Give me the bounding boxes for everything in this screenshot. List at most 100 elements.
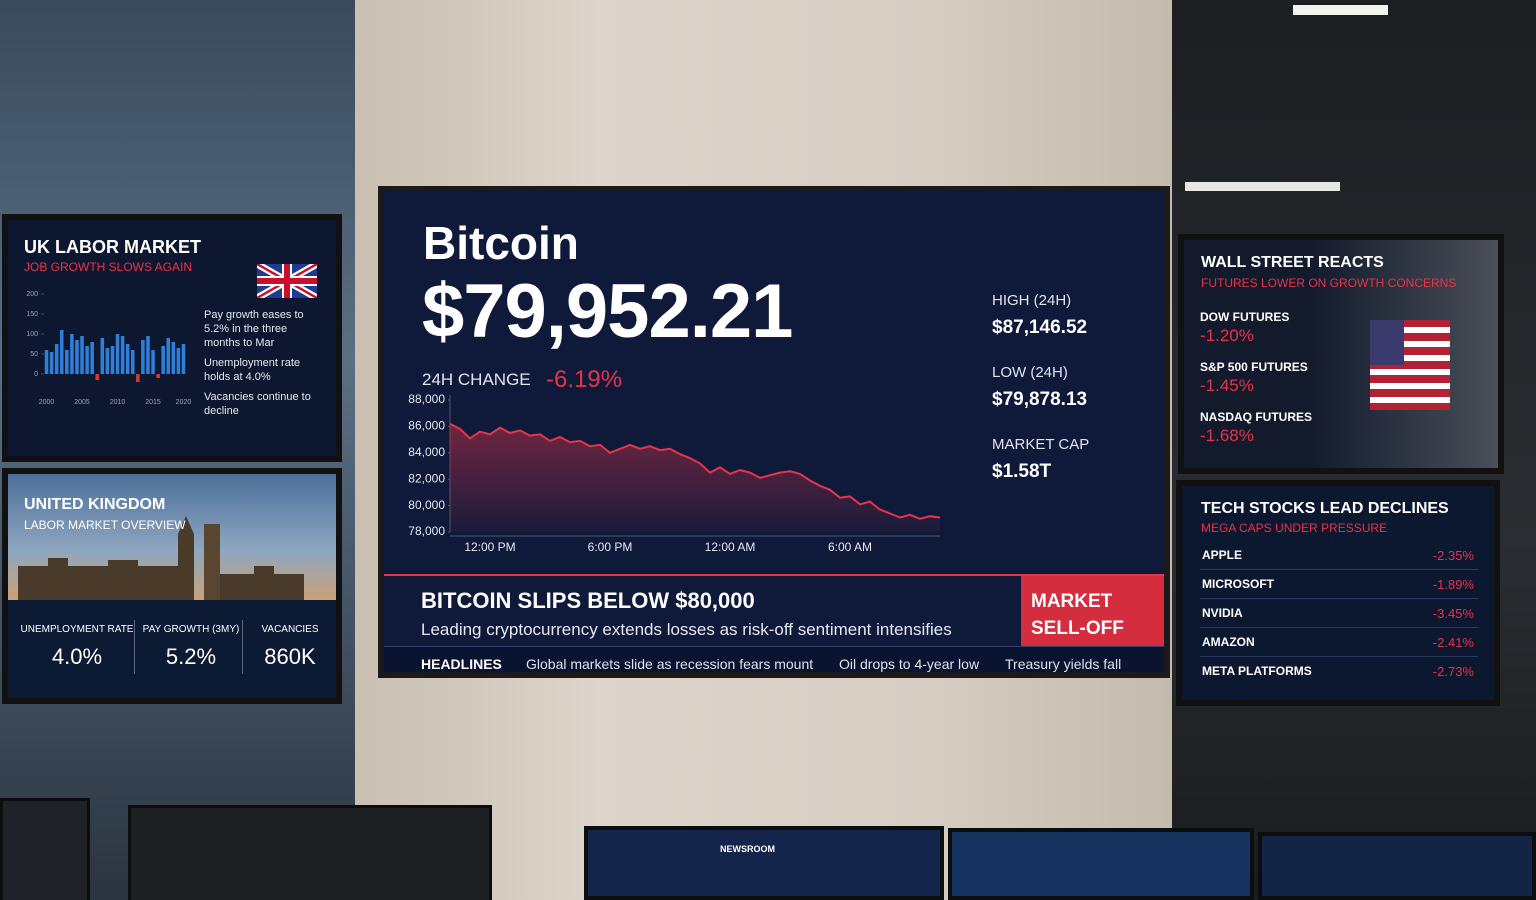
y-tick-label: 86,000 <box>408 419 445 433</box>
x-tick-label: 12:00 PM <box>464 540 515 554</box>
stock-name: AMAZON <box>1202 635 1255 649</box>
bar <box>136 374 140 382</box>
stat-divider <box>134 620 135 674</box>
tag-box: MARKET SELL-OFF <box>1021 576 1164 646</box>
screen-subtitle: MEGA CAPS UNDER PRESSURE <box>1201 521 1388 535</box>
ticker-item: Treasury yields fall <box>1005 656 1122 672</box>
monitor-label: NEWSROOM <box>720 844 775 854</box>
monitor <box>1258 832 1536 900</box>
us-flag <box>1370 320 1450 410</box>
row-divider <box>1200 598 1478 599</box>
stat-divider <box>242 620 243 674</box>
stat-value: $87,146.52 <box>992 317 1088 338</box>
screen-subtitle: FUTURES LOWER ON GROWTH CONCERNS <box>1201 276 1457 290</box>
future-name: S&P 500 FUTURES <box>1200 360 1308 374</box>
bar <box>49 352 54 374</box>
stock-name: META PLATFORMS <box>1202 664 1312 678</box>
stat-value: 5.2% <box>165 644 217 669</box>
screen-subtitle: LABOR MARKET OVERVIEW <box>24 518 186 532</box>
x-tick-label: 2005 <box>74 399 90 406</box>
stat-label: PAY GROWTH (3MY) <box>142 624 240 635</box>
bar <box>130 350 135 374</box>
ticker-label: HEADLINES <box>421 656 502 672</box>
bar <box>156 374 160 378</box>
bar <box>80 336 84 374</box>
y-tick-label: 200 <box>26 291 38 298</box>
stat-value: $79,878.13 <box>992 389 1088 410</box>
ticker-bar <box>384 646 1164 672</box>
bar <box>54 344 59 374</box>
y-tick-label: 150 <box>26 311 38 318</box>
stock-name: NVIDIA <box>1202 606 1243 620</box>
stat-label: HIGH (24H) <box>992 292 1072 309</box>
bar <box>100 338 105 374</box>
x-tick-label: 12:00 AM <box>705 540 756 554</box>
coin-name: Bitcoin <box>423 217 579 269</box>
stat-label: VACANCIES <box>261 624 319 635</box>
stock-change: -3.45% <box>1432 606 1474 621</box>
stat-label: MARKET CAP <box>992 436 1090 453</box>
bitcoin-screen: Bitcoin $79,952.21 24H CHANGE -6.19% HIG… <box>378 186 1170 678</box>
bar <box>105 348 110 374</box>
future-name: DOW FUTURES <box>1200 310 1290 324</box>
monitor <box>948 828 1254 900</box>
bar <box>166 338 171 374</box>
area <box>450 423 940 532</box>
ticker-item: Oil drops to 4-year low <box>839 656 980 672</box>
future-value: -1.45% <box>1200 376 1254 395</box>
wall-street-screen: WALL STREET REACTS FUTURES LOWER ON GROW… <box>1178 234 1504 474</box>
x-tick-label: 2000 <box>39 399 55 406</box>
x-tick-label: 2020 <box>176 399 192 406</box>
change-value: -6.19% <box>546 366 623 393</box>
bar <box>70 334 74 374</box>
stat-value: $1.58T <box>992 461 1052 482</box>
bar <box>110 346 115 374</box>
screen-title: TECH STOCKS LEAD DECLINES <box>1201 500 1449 517</box>
future-value: -1.20% <box>1200 326 1254 345</box>
y-tick-label: 78,000 <box>408 524 445 538</box>
screen-title: UK LABOR MARKET <box>24 237 201 257</box>
ticker-item: Global markets slide as recession fears … <box>526 656 814 672</box>
stock-change: -2.35% <box>1432 548 1474 563</box>
uk-bar-chart: 0 50 100 150 200 2000 2005 2010 2015 2020 <box>26 291 192 406</box>
x-tick-label: 2010 <box>110 399 126 406</box>
bar <box>95 374 100 380</box>
bullet: Unemployment rate holds at 4.0% <box>204 357 300 383</box>
bullet: Vacancies continue to decline <box>204 391 311 417</box>
screen-title: WALL STREET REACTS <box>1201 254 1384 271</box>
x-tick-label: 2015 <box>145 399 161 406</box>
divider <box>384 574 1164 576</box>
y-tick-label: 82,000 <box>408 471 445 485</box>
bar <box>65 350 69 374</box>
stat-label: UNEMPLOYMENT RATE <box>20 624 134 635</box>
stock-name: MICROSOFT <box>1202 577 1274 591</box>
screen-title: UNITED KINGDOM <box>24 496 166 513</box>
price-chart: 78,000 80,000 82,000 84,000 86,000 88,000 12:0… <box>408 392 941 554</box>
x-tick-label: 6:00 AM <box>828 540 872 554</box>
bar <box>85 346 89 374</box>
bar <box>125 344 130 374</box>
ceiling-light <box>1293 5 1388 15</box>
bar <box>44 350 49 374</box>
bar <box>146 336 150 374</box>
monitor <box>0 798 90 900</box>
tag-line: MARKET <box>1031 591 1113 612</box>
headline: BITCOIN SLIPS BELOW $80,000 <box>421 588 755 613</box>
uk-flag <box>257 264 317 298</box>
bar <box>120 336 125 374</box>
tag-line: SELL-OFF <box>1031 618 1124 639</box>
stat-label: LOW (24H) <box>992 364 1068 381</box>
bar <box>181 344 186 374</box>
stock-change: -2.41% <box>1432 635 1474 650</box>
bar <box>141 340 145 374</box>
stock-name: APPLE <box>1202 548 1243 562</box>
bar <box>151 350 155 374</box>
bar <box>115 334 120 374</box>
stock-change: -1.89% <box>1432 577 1474 592</box>
tech-stocks-screen: TECH STOCKS LEAD DECLINES MEGA CAPS UNDE… <box>1176 480 1500 706</box>
bar <box>161 346 165 374</box>
monitor: NEWSROOM <box>584 826 944 900</box>
y-tick-label: 80,000 <box>408 498 445 512</box>
price: $79,952.21 <box>422 269 793 354</box>
